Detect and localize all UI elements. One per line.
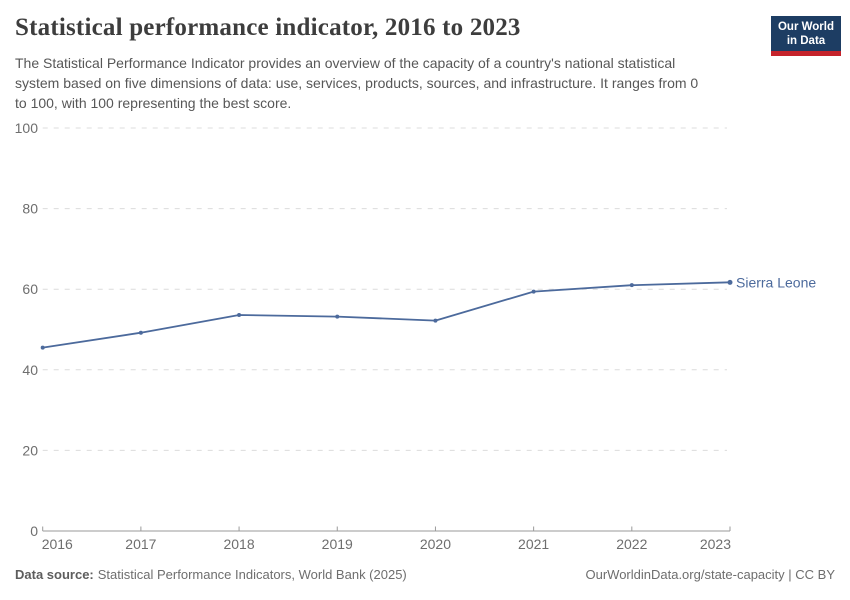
y-tick-label: 40 <box>22 362 38 378</box>
series-end-label[interactable]: Sierra Leone <box>736 274 816 290</box>
data-point[interactable] <box>727 279 733 285</box>
owid-logo-line1: Our World <box>777 21 834 33</box>
owid-logo[interactable]: Our World in Data <box>771 16 841 51</box>
chart-subtitle: The Statistical Performance Indicator pr… <box>15 55 699 111</box>
chart-footer: Data source: Statistical Performance Indi… <box>15 567 835 582</box>
y-tick-label: 60 <box>22 281 38 297</box>
data-point[interactable] <box>40 345 45 350</box>
series-line[interactable] <box>41 281 731 349</box>
x-tick-label: 2023 <box>700 536 731 552</box>
x-tick-label: 2016 <box>42 536 73 552</box>
line-chart-plot-area[interactable]: 0 20 40 60 80 100 2016 2017 2018 2019 2020 2021 2022… <box>0 115 850 570</box>
data-point[interactable] <box>237 312 242 317</box>
data-point[interactable] <box>335 314 340 319</box>
x-tick-label: 2019 <box>322 536 353 552</box>
page-title: Statistical performance indicator, 2016 … <box>15 14 521 41</box>
y-tick-label: 0 <box>30 523 38 539</box>
y-tick-label: 100 <box>15 120 39 136</box>
attribution-link[interactable]: OurWorldinData.org/state-capacity | CC B… <box>585 567 835 582</box>
data-source-text: Statistical Performance Indicators, Worl… <box>97 567 407 582</box>
owid-logo-line2: in Data <box>786 35 826 47</box>
data-point[interactable] <box>138 330 143 335</box>
x-tick-label: 2018 <box>223 536 254 552</box>
y-tick-label: 80 <box>22 201 38 217</box>
data-point[interactable] <box>433 318 438 323</box>
x-tick-label: 2020 <box>420 536 451 552</box>
owid-logo-accent-bar <box>771 51 841 56</box>
x-tick-label: 2022 <box>616 536 647 552</box>
data-point[interactable] <box>531 289 536 294</box>
x-tick-label: 2017 <box>125 536 156 552</box>
x-tick-label: 2021 <box>518 536 549 552</box>
data-point[interactable] <box>629 283 634 288</box>
data-source-label: Data source: <box>15 567 94 582</box>
data-source: Data source: Statistical Performance Indi… <box>15 567 407 582</box>
y-tick-label: 20 <box>22 442 38 458</box>
